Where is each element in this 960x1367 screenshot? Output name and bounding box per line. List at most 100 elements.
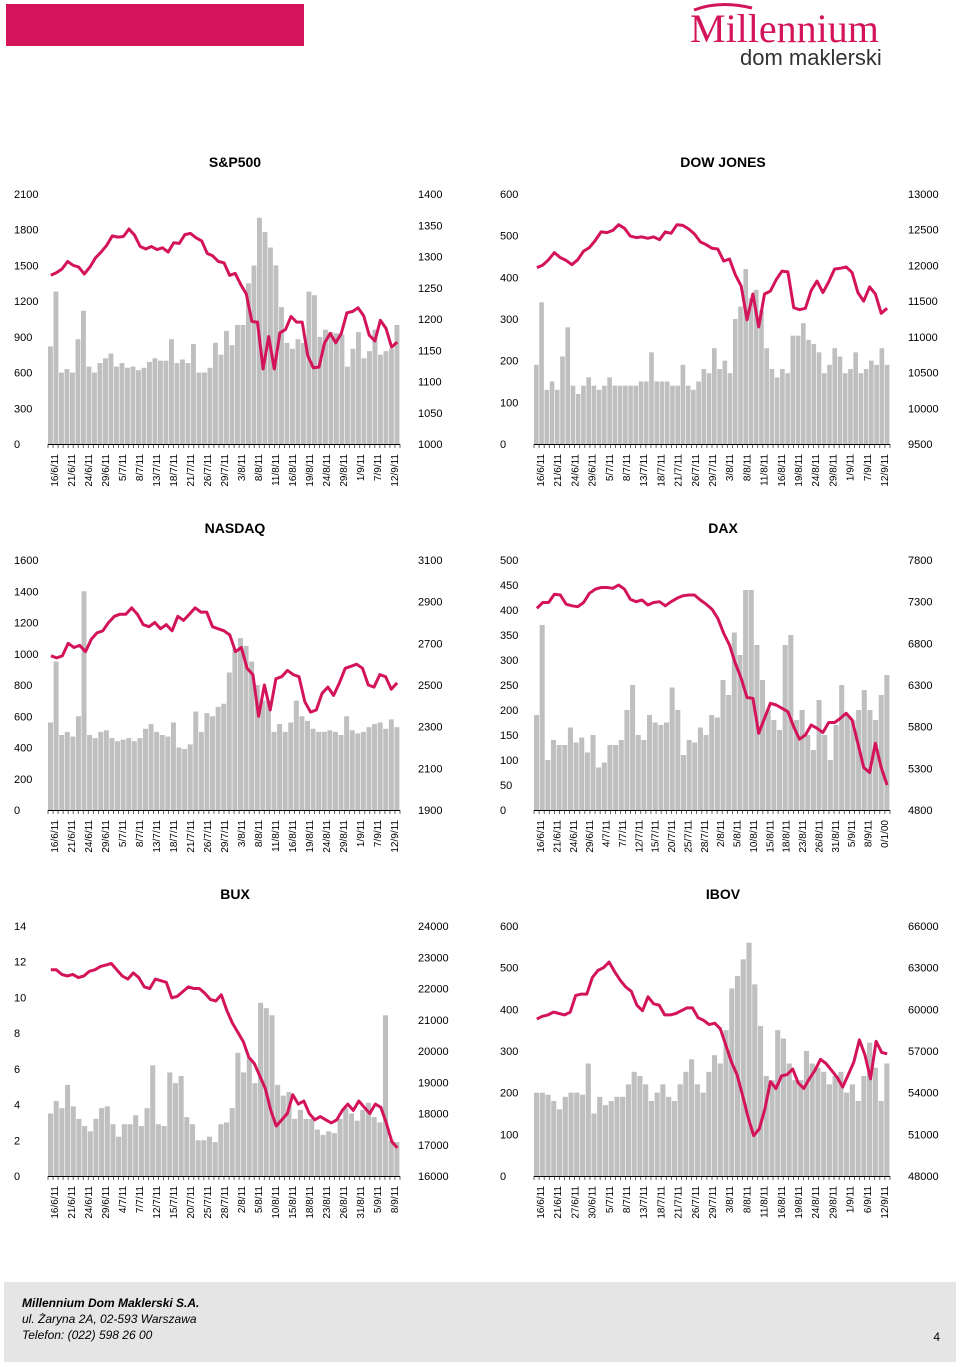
volume-bar: [551, 1101, 557, 1176]
volume-bar: [712, 1055, 718, 1176]
volume-bar: [850, 720, 856, 810]
volume-bar: [189, 1124, 196, 1176]
right-axis-tick-label: 1000: [418, 439, 442, 451]
volume-bar: [246, 1058, 252, 1176]
x-axis-tick-label: 19/8/11: [305, 820, 316, 853]
header-accent-bar: [6, 4, 304, 46]
volume-bar: [305, 720, 311, 810]
volume-bar: [780, 1038, 787, 1176]
volume-bar: [127, 1124, 133, 1176]
volume-bar: [786, 1063, 792, 1176]
left-axis-tick-label: 14: [14, 921, 26, 933]
x-axis-tick-label: 31/8/11: [831, 820, 842, 853]
x-axis-tick-label: 5/7/11: [605, 1186, 616, 1213]
volume-bar: [185, 363, 191, 444]
right-axis-tick-label: 3100: [418, 555, 442, 567]
volume-bar: [206, 1136, 213, 1176]
volume-bar: [377, 722, 383, 810]
volume-bar: [596, 389, 602, 444]
volume-bar: [680, 364, 686, 444]
volume-bar: [722, 360, 728, 444]
right-axis-tick-label: 18000: [418, 1109, 449, 1121]
volume-bar: [631, 1071, 637, 1176]
volume-bar: [539, 1092, 545, 1176]
volume-bar: [816, 700, 822, 810]
volume-bar: [764, 348, 769, 444]
x-axis-tick-label: 29/8/11: [339, 820, 350, 853]
volume-bar: [377, 1122, 383, 1176]
volume-bar: [388, 1140, 394, 1176]
volume-bar: [821, 1071, 827, 1176]
volume-bar: [759, 310, 764, 444]
volume-bar: [93, 1118, 99, 1176]
x-axis-tick-label: 21/6/11: [67, 1186, 78, 1219]
footer-address: ul. Żaryna 2A, 02-593 Warszawa: [22, 1312, 197, 1326]
volume-bar: [312, 295, 317, 444]
x-axis-tick-label: 24/6/11: [84, 1186, 95, 1219]
x-axis-tick-label: 23/8/11: [322, 1186, 333, 1219]
volume-bar: [591, 385, 597, 444]
left-axis-tick-label: 500: [500, 963, 518, 975]
volume-bar: [869, 360, 874, 444]
right-axis-tick-label: 1150: [418, 345, 442, 357]
volume-bar: [215, 706, 221, 810]
volume-bar: [641, 740, 647, 810]
x-axis-tick-label: 8/9/11: [390, 1186, 401, 1213]
volume-bar: [338, 735, 344, 810]
x-axis-tick-label: 29/8/11: [828, 1186, 839, 1219]
x-axis-tick-label: 11/8/11: [760, 454, 771, 486]
left-axis-tick-label: 6: [14, 1064, 20, 1076]
brand-sub: dom maklerski: [740, 45, 882, 70]
volume-bar: [167, 1072, 173, 1176]
volume-bar: [872, 1067, 878, 1176]
x-axis-tick-label: 15/7/11: [651, 820, 662, 853]
volume-bar: [607, 377, 612, 444]
volume-bar: [556, 745, 562, 810]
volume-bar: [867, 710, 873, 810]
left-axis-tick-label: 600: [14, 368, 32, 380]
volume-bar: [142, 728, 148, 810]
x-axis-tick-label: 2/8/11: [237, 1186, 248, 1213]
volume-bar: [240, 324, 246, 444]
volume-bar: [87, 735, 93, 810]
chart-title: BUX: [220, 886, 250, 902]
right-axis-tick-label: 1300: [418, 252, 442, 264]
x-axis-tick-label: 31/8/11: [356, 1186, 367, 1219]
volume-bar: [706, 373, 712, 444]
volume-bar: [717, 1063, 723, 1176]
volume-bar: [280, 1095, 286, 1176]
volume-bar: [810, 750, 816, 810]
volume-bar: [282, 731, 288, 810]
right-axis-tick-label: 5300: [908, 763, 932, 775]
volume-bar: [279, 307, 284, 444]
x-axis-tick-label: 25/7/11: [683, 820, 694, 853]
volume-bar: [388, 719, 394, 810]
left-axis-tick-label: 600: [500, 921, 518, 933]
volume-bar: [332, 731, 338, 810]
volume-bar: [343, 1108, 349, 1176]
volume-bar: [556, 1109, 563, 1176]
volume-bar: [120, 739, 126, 810]
volume-bar: [383, 728, 389, 810]
volume-bar: [839, 685, 845, 810]
left-axis-tick-label: 8: [14, 1028, 20, 1040]
volume-bar: [717, 369, 722, 444]
volume-bar: [144, 1108, 150, 1176]
volume-bar: [654, 381, 660, 444]
x-axis-tick-label: 26/8/11: [815, 820, 826, 853]
right-axis-tick-label: 2100: [418, 763, 442, 775]
volume-bar: [98, 731, 104, 810]
volume-bar: [290, 348, 295, 444]
volume-bar: [119, 363, 125, 444]
left-axis-tick-label: 4: [14, 1100, 20, 1112]
volume-bar: [286, 1092, 292, 1176]
x-axis-tick-label: 13/7/11: [639, 454, 650, 487]
volume-bar: [652, 722, 658, 810]
right-axis-tick-label: 1250: [418, 283, 442, 295]
volume-bar: [82, 1126, 88, 1176]
left-axis-tick-label: 200: [500, 356, 518, 368]
x-axis-tick-label: 24/8/11: [322, 454, 333, 487]
volume-bar: [855, 1101, 861, 1176]
x-axis-tick-label: 26/7/11: [691, 454, 702, 487]
volume-bar: [237, 638, 243, 810]
